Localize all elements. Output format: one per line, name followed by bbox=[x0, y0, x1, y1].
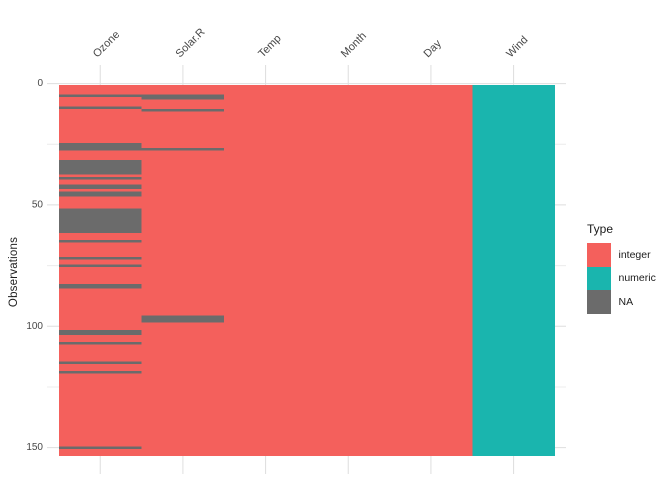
legend-item-label: numeric bbox=[618, 272, 656, 285]
legend-items: integer numeric NA bbox=[587, 243, 656, 314]
x-tick-label: Wind bbox=[504, 34, 530, 60]
na-block bbox=[58, 446, 142, 449]
na-block bbox=[58, 191, 142, 197]
y-axis-title: Observations bbox=[8, 236, 20, 308]
na-block bbox=[58, 160, 142, 175]
na-block bbox=[58, 94, 142, 97]
na-block bbox=[58, 143, 142, 151]
legend-swatch bbox=[587, 290, 611, 314]
legend-item-numeric: numeric bbox=[587, 266, 656, 290]
column-tile-day bbox=[389, 84, 473, 457]
legend-swatch bbox=[587, 266, 611, 290]
na-block bbox=[58, 208, 142, 233]
na-block bbox=[58, 184, 142, 190]
na-block bbox=[58, 283, 142, 289]
na-block bbox=[58, 342, 142, 345]
x-tick-label: Day bbox=[422, 37, 445, 60]
legend-swatch bbox=[587, 243, 611, 267]
na-block bbox=[58, 240, 142, 243]
column-tile-month bbox=[306, 84, 390, 457]
column-tile-solar-r bbox=[141, 84, 225, 457]
na-block bbox=[141, 147, 225, 151]
na-block bbox=[58, 371, 142, 374]
column-tile-ozone bbox=[58, 84, 142, 457]
na-block bbox=[58, 361, 142, 364]
legend-item-label: integer bbox=[618, 248, 651, 261]
legend-item-integer: integer bbox=[587, 243, 656, 267]
x-tick-label: Solar.R bbox=[174, 26, 208, 60]
y-tick-label: 0 bbox=[37, 78, 43, 89]
x-tick-label: Ozone bbox=[91, 29, 122, 60]
x-tick-label: Temp bbox=[256, 33, 284, 61]
na-block bbox=[58, 257, 142, 260]
y-tick-label: 50 bbox=[32, 199, 44, 210]
na-block bbox=[141, 109, 225, 112]
na-block bbox=[141, 315, 225, 323]
legend-item-na: NA bbox=[587, 290, 656, 314]
y-tick-label: 150 bbox=[26, 442, 43, 453]
x-tick-label: Month bbox=[339, 30, 369, 60]
column-tile-wind bbox=[472, 84, 555, 457]
na-block bbox=[141, 94, 225, 100]
na-block bbox=[58, 329, 142, 335]
y-tick-label: 100 bbox=[26, 321, 43, 332]
na-block bbox=[58, 264, 142, 267]
na-block bbox=[58, 177, 142, 180]
legend-item-label: NA bbox=[618, 295, 634, 308]
legend-title: Type bbox=[587, 222, 614, 236]
column-tile-temp bbox=[224, 84, 307, 457]
legend: Type integer numeric NA bbox=[587, 222, 656, 314]
na-block bbox=[58, 106, 142, 110]
